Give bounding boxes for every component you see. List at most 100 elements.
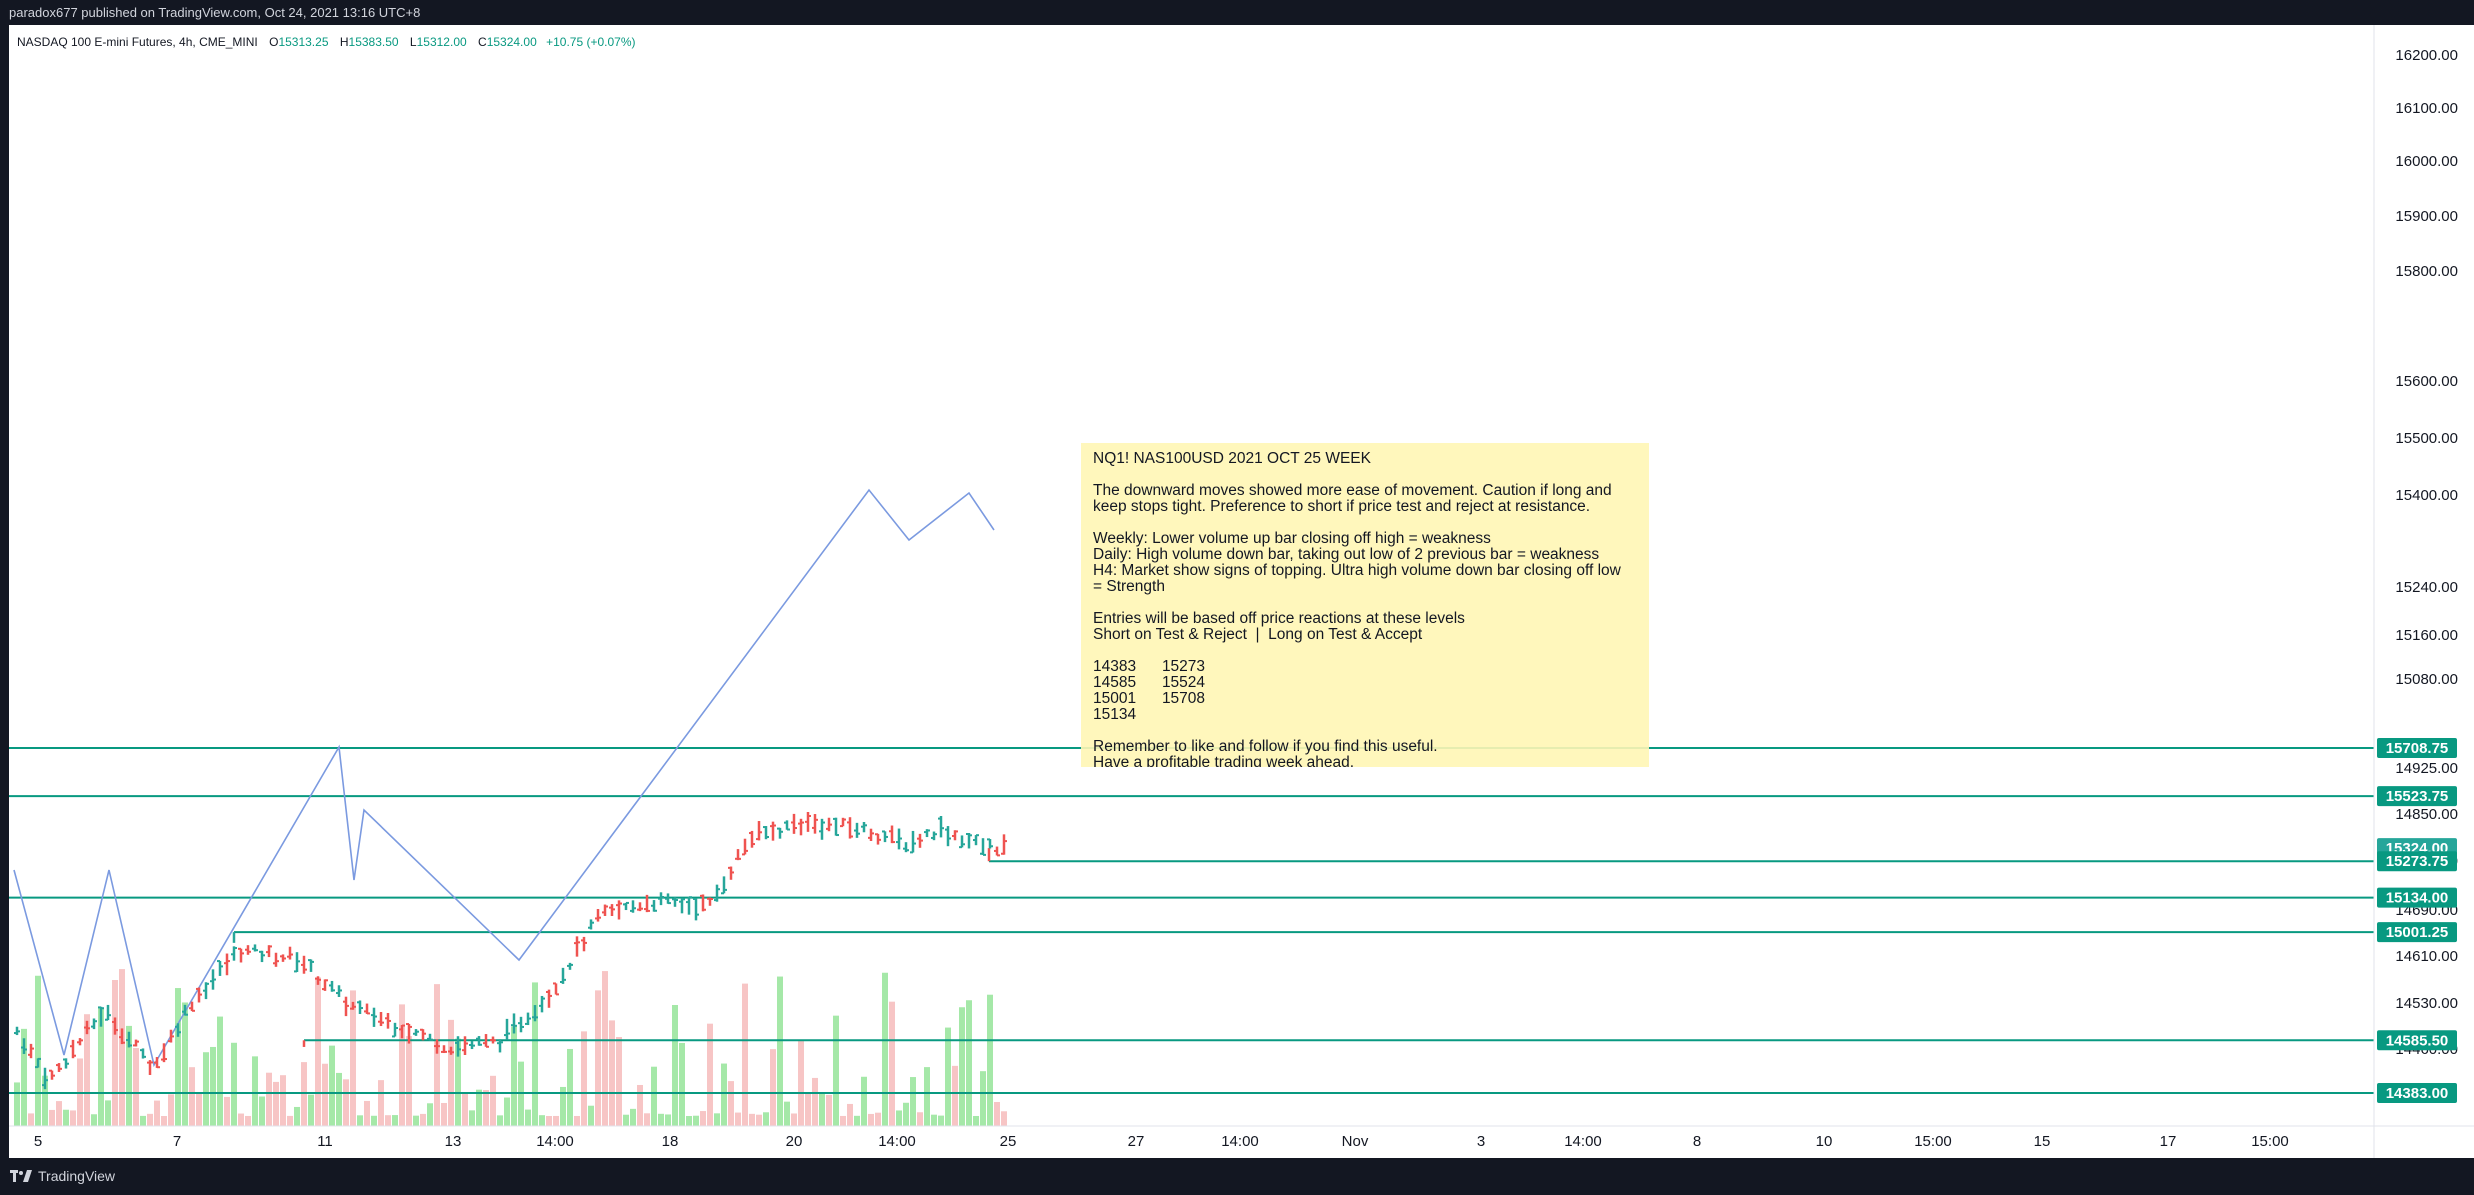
volume-bar [119,969,125,1126]
volume-bar [462,1092,468,1126]
price-badge: 15001.25 [2377,922,2457,943]
time-tick-label: 11 [317,1133,333,1150]
horizontal-levels[interactable] [9,747,2374,1094]
volume-bar [21,1028,27,1126]
volume-bar [364,1100,370,1126]
volume-bar [308,1094,314,1126]
price-tick-label: 16000.00 [2395,153,2458,170]
price-tick-label: 14530.00 [2395,995,2458,1012]
volume-bar [42,1075,48,1126]
zigzag-polyline[interactable] [13,488,995,1068]
volume-bar [525,1109,531,1126]
legend-open-label: O [269,35,279,49]
volume-bar [175,988,181,1126]
tradingview-brand[interactable]: TradingView [10,1168,115,1184]
volume-bar [273,1081,279,1126]
volume-bar [1001,1111,1007,1126]
note-line [1093,643,1637,659]
price-badge-label: 15708.75 [2386,740,2449,757]
volume-bar [679,1042,685,1126]
volume-bar [966,1000,972,1126]
volume-bar [28,1113,34,1126]
note-line: NQ1! NAS100USD 2021 OCT 25 WEEK [1093,450,1371,467]
volume-bar [217,1016,223,1126]
volume-bar [476,1089,482,1126]
chart-canvas[interactable]: 16200.00 16100.00 16000.00 15900.00 15800.00… [9,25,2474,1158]
volume-bar [742,983,748,1126]
time-tick-label: 15:00 [1914,1133,1952,1150]
legend-high-label: H [339,35,349,49]
price-badge-label: 14585.50 [2386,1032,2449,1049]
volume-bar [826,1094,832,1126]
legend-symbol: NASDAQ 100 E-mini Futures, 4h, CME_MINI [17,35,258,49]
volume-bar [945,1027,951,1126]
price-badge: 15708.75 [2377,738,2457,758]
volume-bar [812,1077,818,1126]
price-tick-label: 14850.00 [2395,806,2458,823]
note-line: Remember to like and follow if you find … [1093,738,1438,755]
volume-bar [413,1115,419,1126]
time-tick-label: 14:00 [878,1133,916,1150]
volume-bar [728,1081,734,1126]
volume-bar [777,976,783,1126]
price-tick-label: 15400.00 [2395,487,2458,504]
volume-bar [861,1076,867,1126]
volume-bar [763,1112,769,1126]
price-axis-ticks: 16200.00 16100.00 16000.00 15900.00 15800.00… [2395,47,2458,1058]
volume-bar [112,980,118,1126]
volume-bar [70,1110,76,1126]
volume-bar [560,1086,566,1126]
price-badge: 14585.50 [2377,1030,2457,1051]
volume-bar [707,1023,713,1126]
tradingview-brand-label: TradingView [38,1168,116,1184]
chart-pane[interactable]: 16200.00 16100.00 16000.00 15900.00 15800.00… [9,25,2474,1158]
volume-bar [98,1008,104,1126]
volume-bar [182,1002,188,1126]
volume-bar [322,1063,328,1126]
volume-bar [14,1082,20,1126]
time-tick-label: 14:00 [1221,1133,1259,1150]
volume-bar [427,1103,433,1126]
volume-bar [259,1096,265,1126]
price-tick-label: 14610.00 [2395,948,2458,965]
volume-bar [434,984,440,1126]
volume-bar [616,1037,622,1126]
volume-bar [889,1001,895,1126]
volume-bar [924,1067,930,1126]
volume-bar [133,1048,139,1126]
volume-bar [504,1097,510,1126]
volume-bar [588,1105,594,1126]
volume-bar [63,1109,69,1126]
volume-bar [497,1115,503,1126]
price-badge: 14383.00 [2377,1083,2457,1103]
volume-bar [756,1114,762,1126]
volume-bar [952,1065,958,1126]
note-line: 15001 15708 [1093,690,1206,707]
note-line [1093,515,1637,531]
analysis-note[interactable]: NQ1! NAS100USD 2021 OCT 25 WEEK The downw… [1081,443,1649,767]
time-tick-label: 10 [1816,1133,1833,1150]
note-line: 15134 [1093,706,1137,723]
volume-bar [343,1079,349,1126]
volume-bar [868,1113,874,1126]
legend-low-label: L [409,35,417,49]
volume-bar [406,1036,412,1126]
volume-bar [791,1113,797,1126]
volume-bar [189,1067,195,1126]
zigzag-line[interactable] [13,488,995,1068]
time-tick-label: 3 [1477,1133,1485,1150]
volume-bar [147,1113,153,1126]
price-badge: 15523.75 [2377,786,2457,807]
price-tick-label: 15160.00 [2395,627,2458,644]
volume-bar [469,1110,475,1126]
volume-bar [931,1114,937,1126]
time-tick-label: Nov [1342,1133,1369,1150]
volume-bar [595,990,601,1126]
volume-bar [420,1113,426,1126]
time-tick-label: 14:00 [1564,1133,1602,1150]
price-tick-label: 16200.00 [2395,47,2458,64]
volume-bar [637,1084,643,1126]
price-badge-label: 15273.75 [2386,853,2449,870]
note-line [1093,595,1637,611]
legend-change: +10.75 (+0.07%) [546,35,636,49]
